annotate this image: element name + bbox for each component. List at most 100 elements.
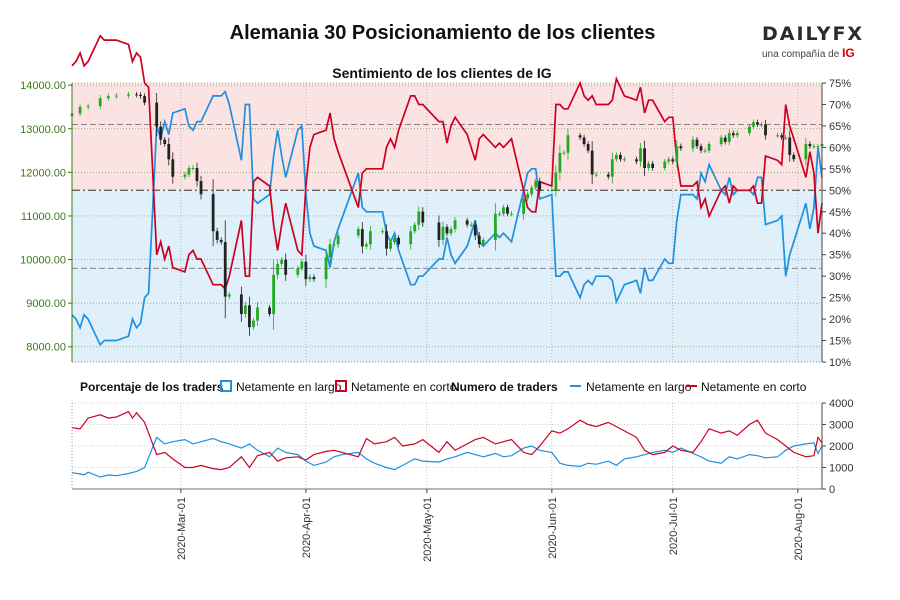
candle-body — [167, 144, 171, 160]
candle-body — [272, 274, 276, 315]
candle-body — [671, 159, 675, 162]
page-title: Alemania 30 Posicionamiento de los clien… — [229, 22, 656, 44]
candle-body — [360, 229, 364, 247]
candle-body — [703, 150, 707, 152]
candle-body — [324, 257, 328, 280]
traders-tick-label: 3000 — [829, 420, 853, 432]
candle-body — [135, 94, 138, 96]
candle-body — [675, 146, 679, 162]
percent-tick-label: 35% — [829, 250, 851, 262]
date-tick-label: 2020-Jun-01 — [547, 497, 559, 559]
candle-body — [776, 135, 780, 137]
candle-body — [465, 220, 469, 225]
percent-tick-label: 70% — [829, 99, 851, 111]
price-tick-label: 9000.00 — [26, 298, 66, 310]
brand-logo-left: DAILY — [762, 23, 833, 45]
candle-body — [502, 207, 505, 214]
price-tick-label: 8000.00 — [26, 342, 66, 354]
candle-body — [699, 146, 703, 151]
date-tick-label: 2020-Aug-01 — [793, 497, 805, 561]
candle-body — [691, 139, 695, 149]
candle-body — [296, 268, 300, 275]
candle-body — [252, 320, 255, 328]
legend-pct-long-swatch — [220, 380, 232, 392]
legend-count-title: Numero de traders — [451, 380, 558, 394]
candle-body — [695, 139, 699, 147]
date-tick-label: 2020-Jul-01 — [668, 497, 680, 555]
price-tick-label: 11000.00 — [21, 211, 66, 223]
legend-count-short-label: Netamente en corto — [701, 380, 807, 394]
candle-body — [566, 135, 570, 153]
traders-tick-label: 0 — [829, 484, 835, 496]
candle-body — [816, 146, 820, 148]
candle-body — [445, 226, 449, 234]
price-tick-label: 13000.00 — [20, 124, 66, 136]
candle-body — [679, 146, 683, 149]
dailyfx-wordmark: DAILYFX — [762, 24, 872, 44]
candle-body — [143, 96, 146, 103]
candle-body — [614, 154, 618, 160]
candle-body — [719, 137, 723, 145]
candle-body — [332, 244, 336, 246]
traders-axes: 0 1000 2000 3000 4000 2020-Mar-01 2020-Apr-01 2… — [71, 398, 853, 562]
candle-body — [364, 244, 368, 247]
candle-body — [764, 124, 767, 136]
candle-body — [780, 135, 784, 138]
candle-body — [159, 126, 163, 140]
candle-body — [562, 152, 566, 154]
candle-body — [239, 294, 243, 315]
candle-body — [243, 305, 247, 315]
candle-body — [788, 137, 792, 155]
candle-body — [219, 239, 223, 243]
net-long-percentage-line — [71, 89, 823, 347]
net-short-percentage-line — [71, 34, 823, 291]
candle-body — [389, 242, 392, 249]
brand-sub-text: una compañía de — [762, 49, 840, 60]
date-tick-label: 2020-May-01 — [422, 497, 434, 562]
legend-pct-long-label: Netamente en largo — [236, 380, 342, 394]
traders-lines — [71, 410, 823, 478]
price-tick-label: 14000.00 — [20, 80, 66, 92]
brand-subtitle: una compañía de IG — [762, 46, 872, 60]
candle-body — [114, 95, 118, 97]
candle-body — [667, 159, 671, 162]
candle-body — [582, 137, 586, 145]
candle-body — [368, 231, 372, 245]
candle-body — [183, 174, 187, 177]
percent-tick-label: 60% — [829, 142, 851, 154]
candle-body — [578, 135, 582, 138]
candle-body — [735, 133, 739, 136]
candle-body — [647, 163, 651, 169]
candle-body — [477, 235, 481, 245]
candle-body — [469, 224, 473, 226]
candle-body — [594, 174, 598, 176]
candle-body — [558, 152, 562, 173]
percentage-lines — [71, 34, 823, 347]
candle-body — [639, 148, 642, 162]
percent-tick-label: 45% — [829, 207, 851, 219]
candle-body — [530, 187, 534, 195]
candle-body — [413, 224, 417, 232]
candle-body — [336, 235, 340, 245]
candle-body — [804, 144, 808, 160]
candle-body — [534, 181, 538, 188]
candle-body — [723, 137, 727, 142]
traders-tick-label: 4000 — [829, 398, 853, 410]
candle-body — [268, 307, 271, 315]
candle-body — [98, 98, 102, 107]
ig-logo: IG — [842, 46, 855, 60]
candle-body — [78, 106, 82, 114]
candle-body — [663, 161, 667, 169]
candle-body — [606, 174, 610, 177]
candle-body — [227, 294, 231, 297]
candle-body — [727, 133, 731, 142]
candle-body — [449, 229, 453, 234]
candle-body — [748, 126, 751, 134]
long-zone — [72, 190, 822, 362]
candle-body — [510, 213, 513, 215]
candle-body — [421, 211, 425, 223]
candle-body — [707, 144, 711, 151]
percent-tick-label: 25% — [829, 293, 851, 305]
traders-gridlines — [72, 402, 822, 490]
